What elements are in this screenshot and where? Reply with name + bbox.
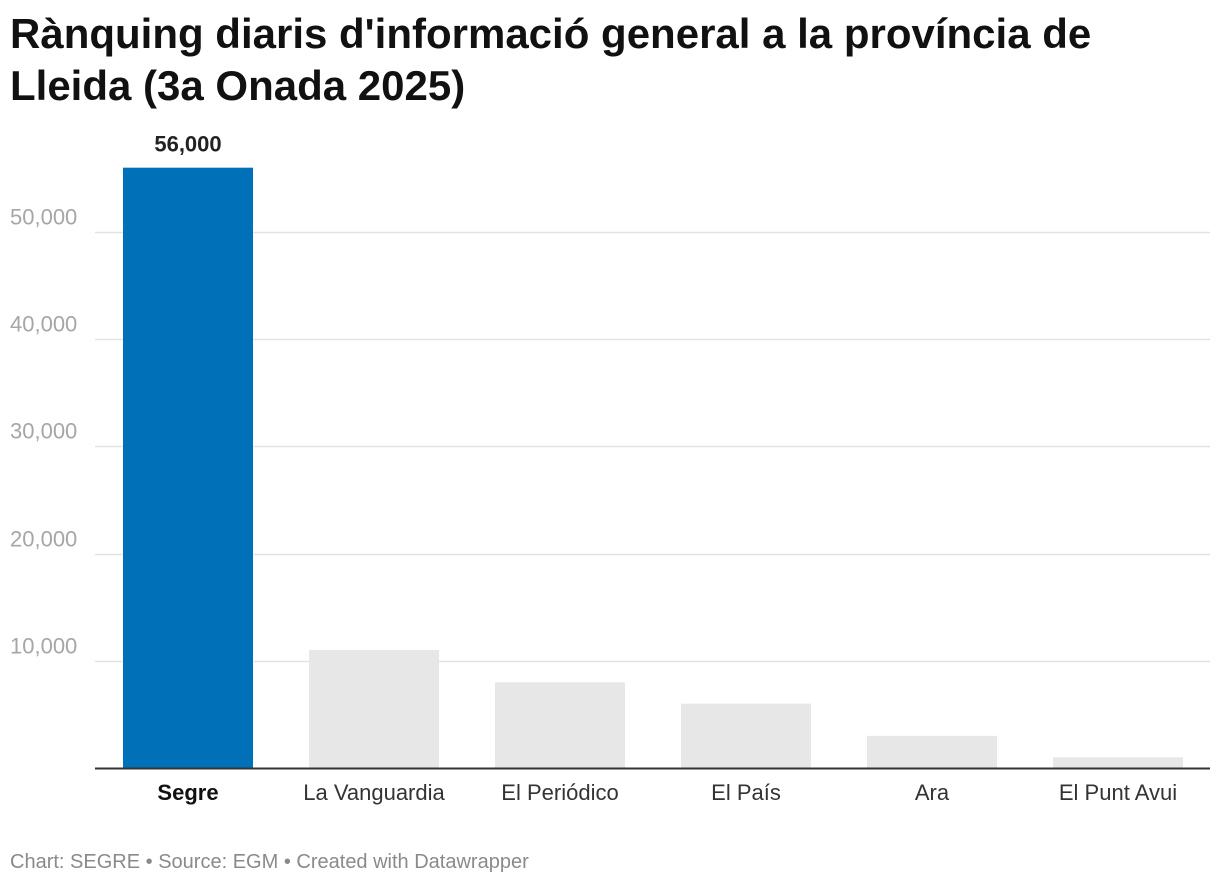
bar — [309, 650, 439, 768]
x-tick-label: La Vanguardia — [303, 780, 445, 805]
bar — [681, 703, 811, 768]
footer-chart-label: Chart: — [10, 851, 65, 873]
footer-separator: • — [145, 851, 153, 873]
grid-lines — [95, 231, 1210, 663]
x-tick-label: Ara — [915, 780, 950, 805]
labels: 10,000 20,000 30,000 40,000 50,000 Segre 56,00… — [10, 132, 1177, 805]
footer-chart-author: SEGRE — [70, 851, 141, 873]
y-tick-label: 40,000 — [10, 312, 77, 337]
footer-created-with: Created with Datawrapper — [296, 851, 529, 873]
y-tick-label: 20,000 — [10, 527, 77, 552]
x-tick-label: El Periódico — [501, 780, 618, 805]
data-label: 56,000 — [154, 132, 221, 157]
bar — [123, 167, 253, 768]
bar — [1053, 757, 1183, 768]
x-tick-label: El País — [711, 780, 781, 805]
footer-separator: • — [283, 851, 291, 873]
bar — [495, 682, 625, 768]
chart-title: Rànquing diaris d'informació general a l… — [10, 10, 1092, 109]
y-tick-label: 30,000 — [10, 419, 77, 444]
y-tick-label: 10,000 — [10, 634, 77, 659]
footer-source-label: Source: — [158, 851, 228, 873]
chart-footer: Chart: SEGRE • Source: EGM • Created wit… — [10, 851, 529, 874]
x-tick-label: Segre — [157, 780, 218, 805]
x-tick-label: El Punt Avui — [1059, 780, 1177, 805]
y-tick-label: 50,000 — [10, 205, 77, 230]
bar — [867, 735, 997, 768]
bars — [123, 167, 1183, 768]
footer-source: EGM — [232, 851, 279, 873]
